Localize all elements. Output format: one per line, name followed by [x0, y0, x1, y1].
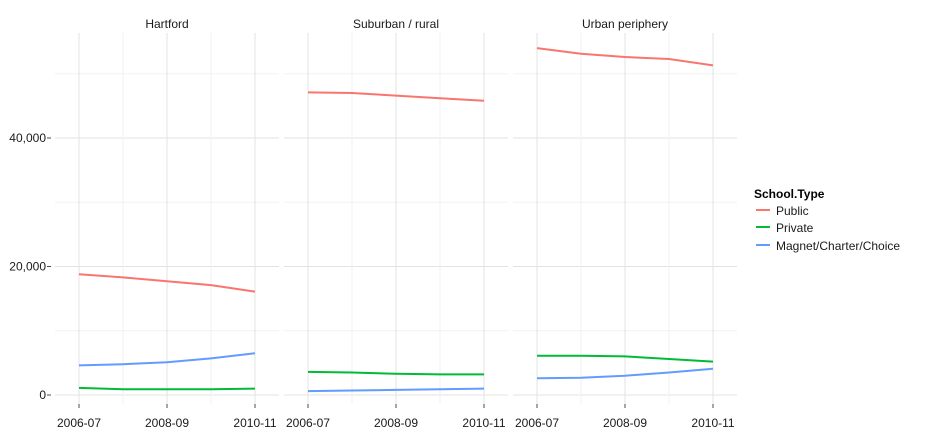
panel-urban-periphery: Urban periphery 2006-07 2008-09 2010-11: [513, 17, 737, 430]
series-line-magnet-charter-choice: [536, 367, 714, 380]
legend-label-public: Public: [776, 204, 809, 218]
series-line-magnet-charter-choice: [307, 387, 485, 393]
panel-title: Hartford: [145, 17, 188, 31]
series-line-private: [78, 386, 256, 391]
legend-label-magnet: Magnet/Charter/Choice: [776, 239, 900, 253]
series-line-private: [307, 370, 484, 376]
series-line-private: [537, 354, 714, 363]
legend-label-private: Private: [776, 221, 814, 235]
x-tick-label: 2006-07: [57, 416, 101, 430]
x-tick-label: 2010-11: [691, 416, 734, 430]
y-tick-label: 0: [39, 388, 46, 402]
legend: School.Type Public Private Magnet/Charte…: [754, 187, 900, 253]
x-tick-label: 2008-09: [603, 416, 647, 430]
x-tick-label: 2008-09: [145, 416, 189, 430]
x-tick-label: 2010-11: [233, 416, 276, 430]
series-line-magnet-charter-choice: [78, 352, 256, 367]
y-tick-label: 20,000: [9, 260, 46, 274]
y-tick-label: 40,000: [9, 131, 46, 145]
series-line-public: [307, 91, 485, 102]
y-axis: 0 20,000 40,000: [9, 131, 51, 402]
series-line-public: [536, 47, 714, 67]
panel-hartford: Hartford 2006-07 2008-09 2010-11: [55, 17, 279, 430]
panel-title: Suburban / rural: [353, 17, 439, 31]
panel-title: Urban periphery: [582, 17, 668, 31]
legend-title: School.Type: [754, 187, 825, 201]
x-tick-label: 2008-09: [374, 416, 418, 430]
x-tick-label: 2006-07: [515, 416, 559, 430]
series-line-public: [78, 273, 256, 293]
panel-suburban-rural: Suburban / rural 2006-07 2008-09 2010-11: [284, 17, 508, 430]
x-tick-label: 2006-07: [286, 416, 330, 430]
x-tick-label: 2010-11: [462, 416, 505, 430]
